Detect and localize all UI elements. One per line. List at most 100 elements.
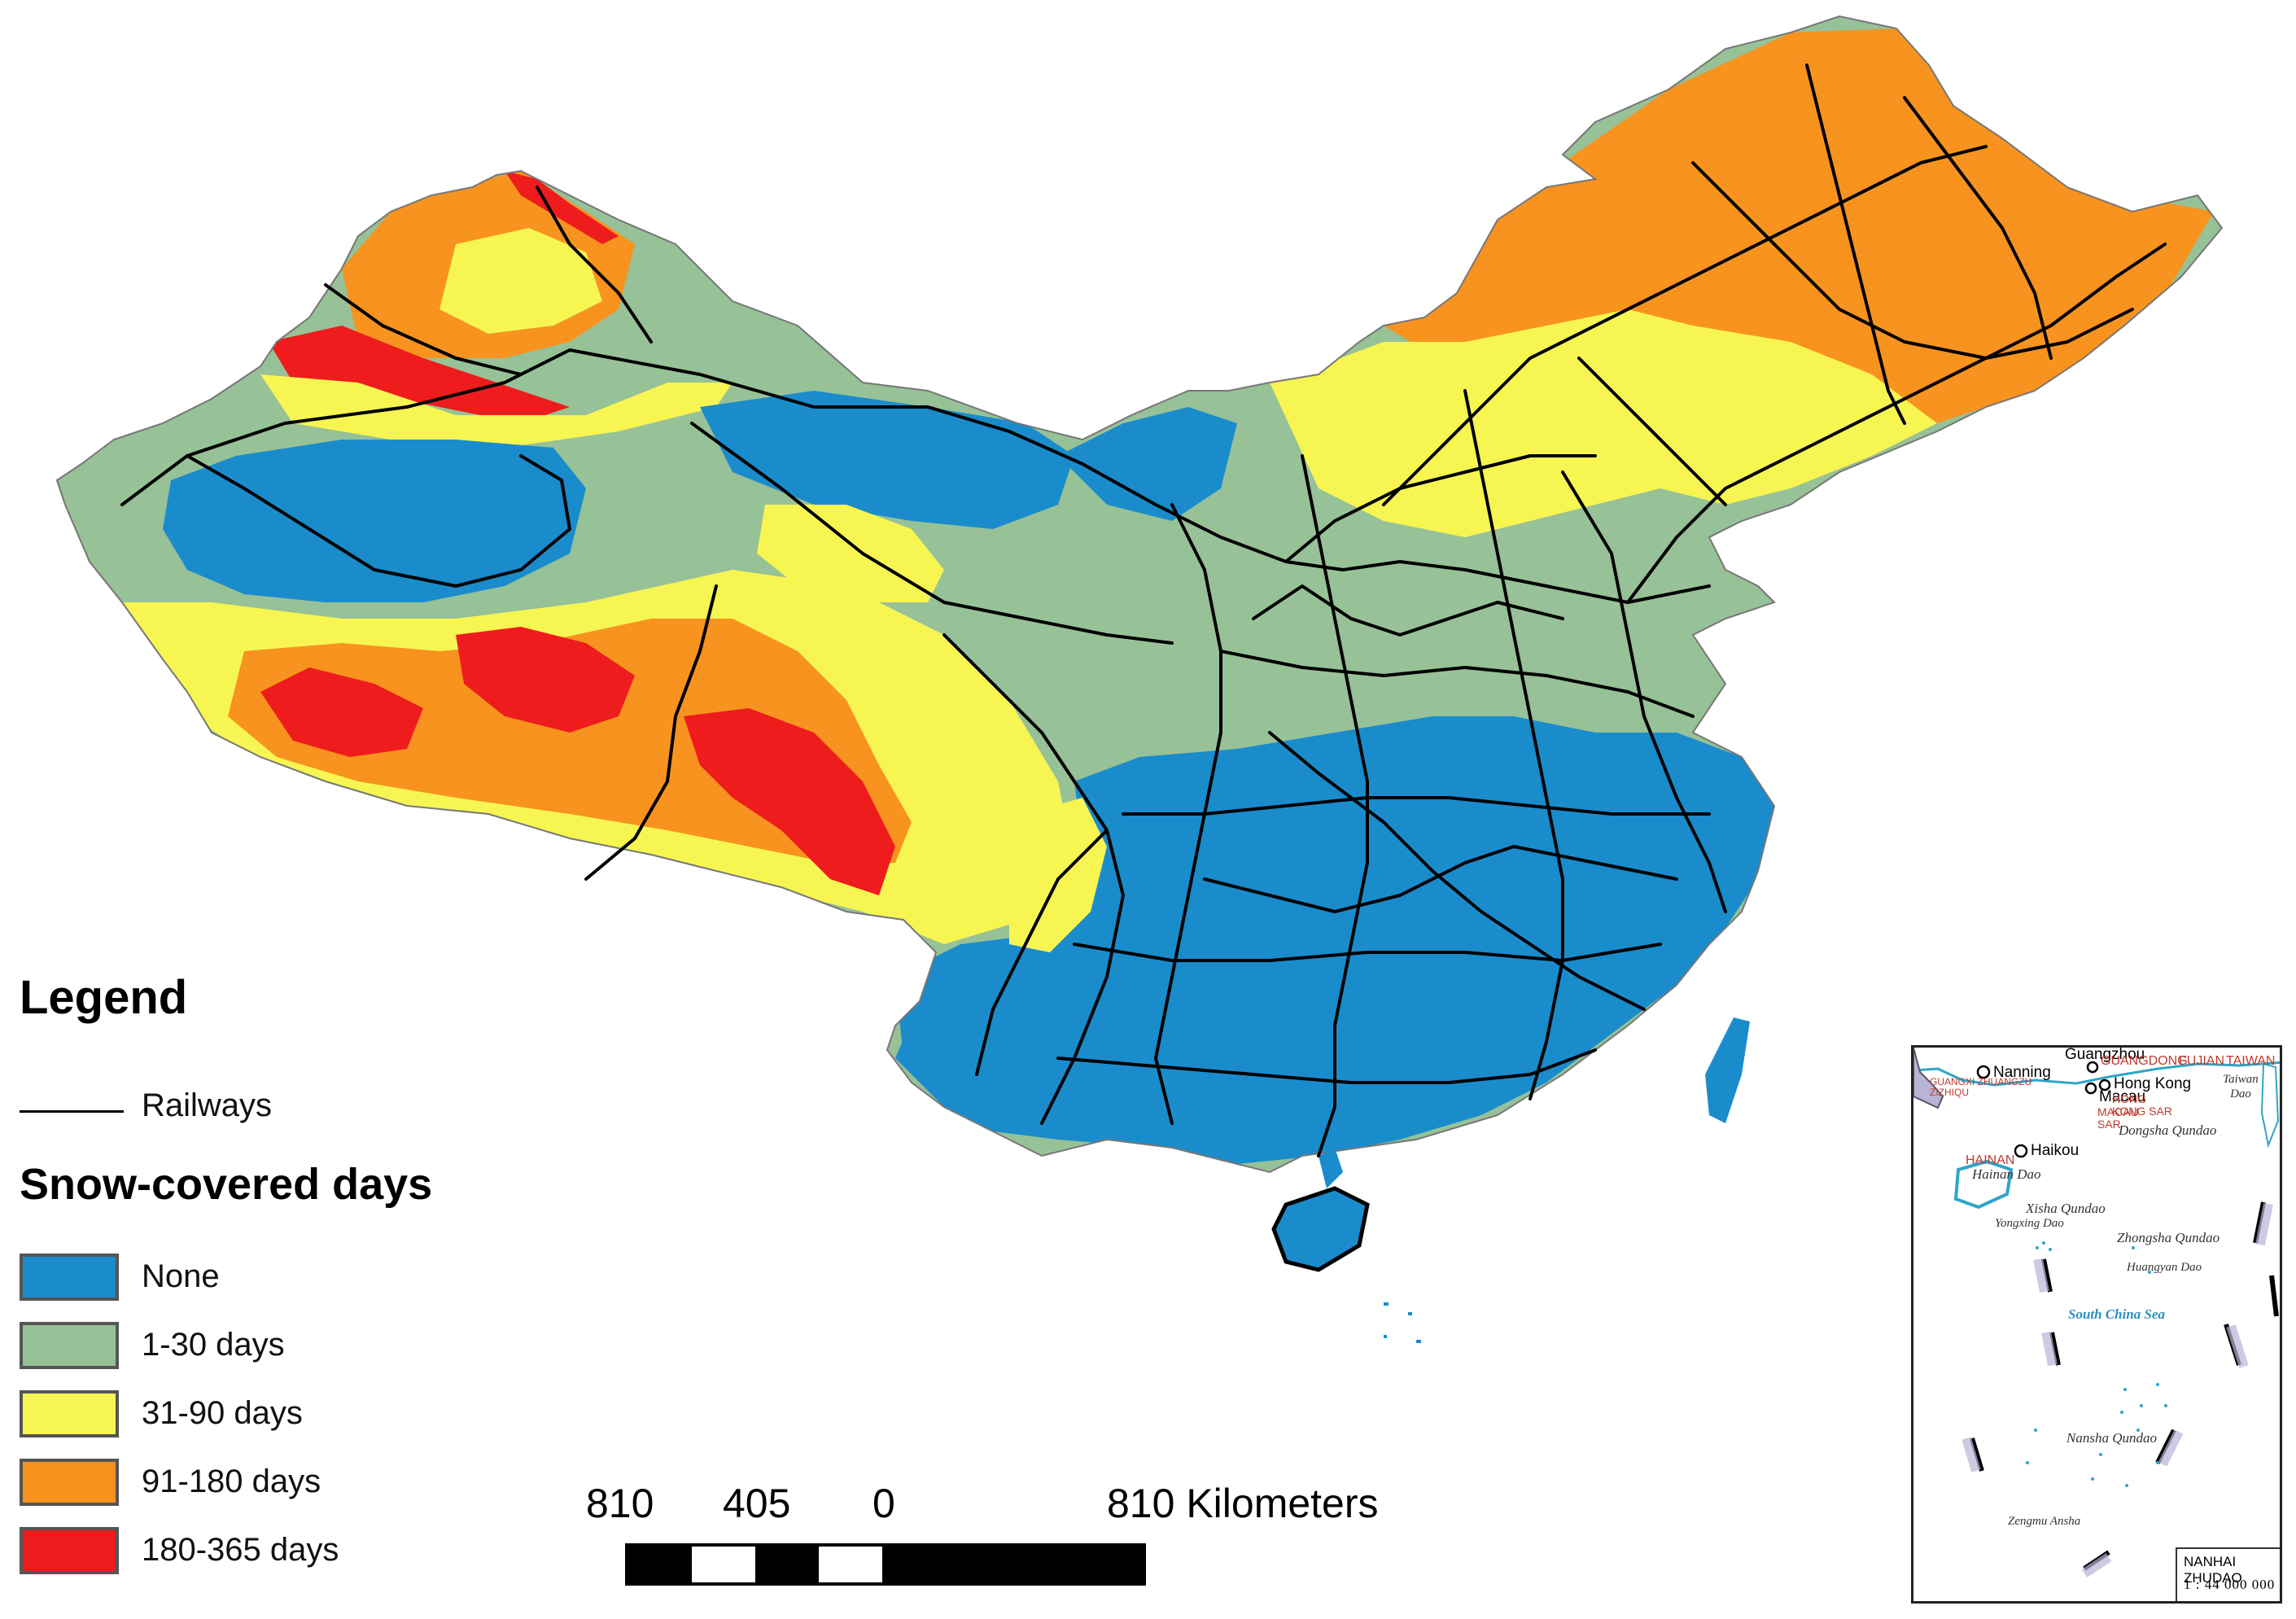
scale-segment-black [628,1547,692,1582]
railway-line [584,584,718,881]
inset-map-graphics [1913,1048,2280,1577]
inset-caption-box: NANHAI ZHUDAO 1 : 44 000 000 [2176,1547,2280,1601]
scale-segment-black-long [882,1547,1143,1582]
zone-180-365-days-altai [505,171,619,244]
zone-none-tarim-basin [163,440,586,602]
swatch-180-365-days [20,1527,119,1574]
railway-line [1073,943,1662,962]
railway-line [1284,454,1597,563]
inset-city-marker-haikou [2014,1144,2028,1158]
island-dot [2164,1404,2167,1407]
inset-label-hong-kong: Hong Kong [2114,1075,2192,1092]
zone-none-south-china [895,716,1774,1164]
scale-label-810-left: 810 [586,1481,654,1526]
inset-caption-name: NANHAI ZHUDAO [2184,1554,2242,1586]
island-dot [2156,1383,2159,1386]
scale-segment-black [755,1547,819,1582]
south-china-sea-islands [1384,1302,1421,1343]
inset-label-macau-sar: MACAU SAR [2097,1105,2139,1131]
railway-line [1056,1048,1597,1084]
china-outline [55,15,2224,1174]
zone-31-90-days-qaidam [757,505,944,602]
legend-class-91-180: 91-180 days [20,1459,508,1527]
leizhou-peninsula [1319,1148,1343,1188]
inset-label-dongsha: Dongsha Qundao [2119,1122,2217,1138]
island-speck [1416,1340,1421,1343]
railway-line [186,454,571,588]
railway-line [690,422,1174,645]
island-speck [1408,1312,1412,1315]
inset-boundary-dash [2033,1258,2049,1293]
scale-label-810-right: 810 Kilometers [1107,1481,1379,1526]
zone-180-365-days-tianshan [269,326,570,423]
inset-caption-scale: 1 : 44 000 000 [2184,1577,2276,1592]
inset-label-zengmu: Zengmu Ansha [2008,1515,2081,1528]
inset-label-fujian: FUJIAN [2179,1054,2224,1068]
island-dot [2140,1404,2143,1407]
railway-line [536,186,653,343]
railway-line [1203,845,1678,913]
island-dot [2049,1248,2052,1251]
inset-taiwan [2260,1062,2280,1149]
island-dot [2099,1453,2102,1456]
inset-boundary-dash [2081,1553,2112,1577]
zone-31-90-days-tianshan [260,374,733,448]
island-dot [2042,1241,2045,1245]
railway-line [1577,357,1727,506]
inset-boundary-dash [2041,1331,2058,1367]
railway-line [1382,145,1988,506]
inset-label-hainan: HAINAN [1966,1153,2015,1167]
inset-boundary-dash [1961,1437,1981,1472]
inset-label-guangzhou: Guangzhou [2065,1046,2145,1063]
snow-covered-days-title: Snow-covered days [20,1160,433,1209]
island-dot [2156,1461,2159,1464]
inset-label-hainan-dao: Hainan Dao [1972,1166,2041,1182]
inset-label-huangyan: Huangyan Dao [2127,1261,2202,1274]
legend-class-none: None [20,1254,508,1322]
legend-class-180-365: 180-365 days [20,1527,508,1595]
island-dot [2148,1271,2151,1274]
island-dot [2123,1388,2127,1391]
scale-segment-white [819,1547,882,1582]
island-dot [2120,1411,2123,1414]
inset-boundary-dash [2155,1429,2176,1464]
railway-line [1626,243,2167,604]
scale-segment-white [692,1547,755,1582]
railway-line [1805,63,1906,425]
railway-line [1561,470,1727,913]
zone-none-inner-mongolia [1058,407,1237,521]
zone-180-365-days-central-tibet [456,627,635,733]
island-dot [2034,1429,2037,1432]
railway-line [1903,96,2053,360]
taiwan-island [1705,1017,1750,1123]
inset-label-macau: Macau [2099,1088,2146,1105]
inset-label-taiwan-dao: Taiwan Dao [2223,1073,2259,1100]
class-label-none: None [142,1258,220,1294]
inset-label-south-china-sea: South China Sea [2068,1306,2166,1322]
inset-boundary-dash [2255,1202,2273,1246]
island-dot [2136,1429,2140,1432]
island-speck [1384,1302,1389,1306]
class-label-1-30-days: 1-30 days [142,1327,285,1363]
inset-label-guangdong: GUANGDONG [2101,1054,2188,1068]
island-dot [2132,1246,2135,1249]
inset-city-marker-guangzhou [2086,1061,2099,1074]
swatch-1-30-days [20,1322,119,1369]
inset-label-guangxi: GUANGXI ZHUANGZU ZIZHIQU [1930,1076,2032,1098]
railway-line [120,348,1711,604]
inset-label-haikou: Haikou [2031,1142,2080,1159]
swatch-91-180-days [20,1459,119,1506]
inset-city-marker-hong-kong [2098,1079,2111,1092]
railways-label: Railways [142,1087,273,1123]
railway-line [975,829,1109,1076]
scale-label-405: 405 [723,1481,791,1526]
island-dot [2091,1477,2094,1481]
zone-31-90-days-sichuan-edge [1009,798,1107,952]
class-label-91-180-days: 91-180 days [142,1464,321,1499]
inset-land-sw [1913,1048,1944,1109]
inset-boundary-dash [2253,1201,2266,1244]
inset-city-marker-nanning [1976,1065,1991,1079]
inset-coastline [1913,1061,2280,1087]
zone-180-365-days-east-tibet [684,708,895,895]
